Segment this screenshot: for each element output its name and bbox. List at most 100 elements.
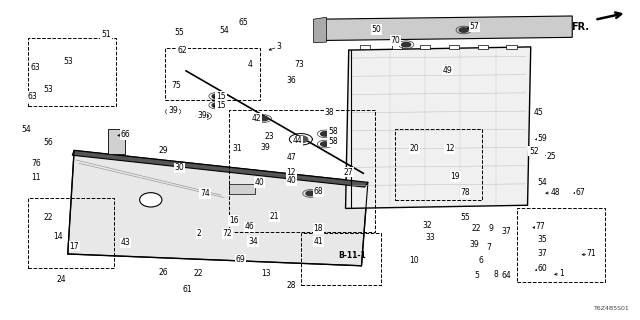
- Text: 15: 15: [216, 92, 226, 101]
- Text: 3: 3: [276, 42, 281, 52]
- Circle shape: [259, 116, 268, 121]
- Text: 64: 64: [502, 271, 511, 280]
- Text: 12: 12: [445, 144, 454, 153]
- Circle shape: [402, 43, 411, 47]
- Text: 72: 72: [223, 229, 232, 238]
- Text: 16: 16: [229, 216, 239, 225]
- Polygon shape: [346, 47, 531, 208]
- Text: 52: 52: [529, 147, 539, 156]
- Text: 22: 22: [472, 224, 481, 233]
- Text: 14: 14: [53, 232, 63, 241]
- Text: 11: 11: [31, 173, 40, 182]
- Text: 75: 75: [172, 81, 181, 90]
- Circle shape: [306, 191, 315, 196]
- Text: 26: 26: [159, 268, 168, 277]
- Text: 77: 77: [536, 222, 545, 231]
- Text: 63: 63: [31, 63, 41, 72]
- Text: 41: 41: [313, 237, 323, 246]
- Text: 1: 1: [559, 268, 564, 278]
- Text: 56: 56: [44, 138, 54, 147]
- Text: 39: 39: [261, 143, 271, 152]
- Circle shape: [199, 114, 208, 118]
- Text: 43: 43: [120, 238, 130, 247]
- Text: 39: 39: [197, 111, 207, 120]
- Text: 5: 5: [474, 271, 479, 280]
- Text: 55: 55: [175, 28, 184, 37]
- Text: 18: 18: [314, 224, 323, 233]
- Text: 49: 49: [443, 66, 452, 75]
- Text: 28: 28: [287, 281, 296, 290]
- Text: 53: 53: [44, 85, 54, 94]
- Text: 62: 62: [178, 45, 188, 55]
- Text: 71: 71: [587, 250, 596, 259]
- Text: 59: 59: [538, 134, 547, 143]
- Ellipse shape: [140, 193, 162, 207]
- Text: 40: 40: [286, 176, 296, 185]
- Text: 32: 32: [422, 221, 432, 230]
- Bar: [506, 45, 516, 49]
- Text: 15: 15: [216, 101, 226, 110]
- Bar: [449, 45, 460, 49]
- Text: 12: 12: [287, 168, 296, 177]
- Bar: [516, 208, 605, 282]
- Text: 61: 61: [183, 285, 193, 294]
- Polygon shape: [294, 136, 308, 143]
- Text: 74: 74: [200, 189, 210, 198]
- Text: 17: 17: [69, 242, 79, 251]
- Text: 24: 24: [56, 275, 66, 284]
- Polygon shape: [108, 129, 125, 154]
- Text: 65: 65: [239, 19, 248, 28]
- Polygon shape: [314, 17, 326, 43]
- Text: 58: 58: [328, 127, 337, 136]
- Polygon shape: [68, 150, 368, 266]
- Text: 51: 51: [101, 30, 111, 39]
- Text: 27: 27: [344, 168, 353, 177]
- Polygon shape: [320, 16, 572, 41]
- Text: 44: 44: [292, 136, 303, 145]
- Bar: [360, 45, 370, 49]
- Text: 54: 54: [220, 27, 229, 36]
- Text: 67: 67: [575, 188, 586, 197]
- Text: 48: 48: [550, 188, 560, 197]
- Text: 37: 37: [538, 250, 547, 259]
- Text: 10: 10: [410, 256, 419, 265]
- Bar: [392, 45, 402, 49]
- Bar: [396, 129, 481, 200]
- Text: B-11-1: B-11-1: [338, 251, 366, 260]
- Circle shape: [460, 28, 468, 32]
- Text: 54: 54: [538, 178, 547, 187]
- Text: 33: 33: [425, 233, 435, 242]
- Text: 63: 63: [28, 92, 38, 101]
- Text: 23: 23: [264, 132, 274, 140]
- Circle shape: [212, 94, 221, 99]
- Text: 46: 46: [245, 222, 255, 231]
- Text: 8: 8: [493, 269, 498, 279]
- Text: 66: 66: [120, 130, 130, 139]
- Circle shape: [169, 109, 177, 114]
- Bar: [420, 45, 431, 49]
- Text: 42: 42: [252, 114, 261, 123]
- Text: 29: 29: [159, 146, 168, 155]
- Text: 4: 4: [247, 60, 252, 69]
- Text: 58: 58: [328, 137, 337, 146]
- Text: 50: 50: [371, 25, 381, 34]
- Text: 39: 39: [168, 106, 178, 115]
- Text: 68: 68: [313, 188, 323, 196]
- Text: 31: 31: [232, 144, 242, 153]
- Text: 53: 53: [63, 57, 72, 66]
- Text: 7: 7: [487, 243, 492, 252]
- Text: 20: 20: [410, 144, 419, 153]
- Bar: [229, 110, 375, 232]
- Text: 78: 78: [461, 188, 470, 197]
- Bar: [477, 45, 488, 49]
- Text: 54: 54: [21, 125, 31, 134]
- Text: 45: 45: [534, 108, 543, 117]
- Text: 2: 2: [196, 229, 201, 238]
- Text: 22: 22: [194, 268, 204, 278]
- Text: 57: 57: [470, 22, 479, 31]
- Text: 19: 19: [451, 172, 460, 181]
- Text: 60: 60: [538, 264, 547, 274]
- Text: 39: 39: [470, 240, 479, 249]
- Text: 25: 25: [547, 152, 556, 161]
- Polygon shape: [229, 184, 255, 195]
